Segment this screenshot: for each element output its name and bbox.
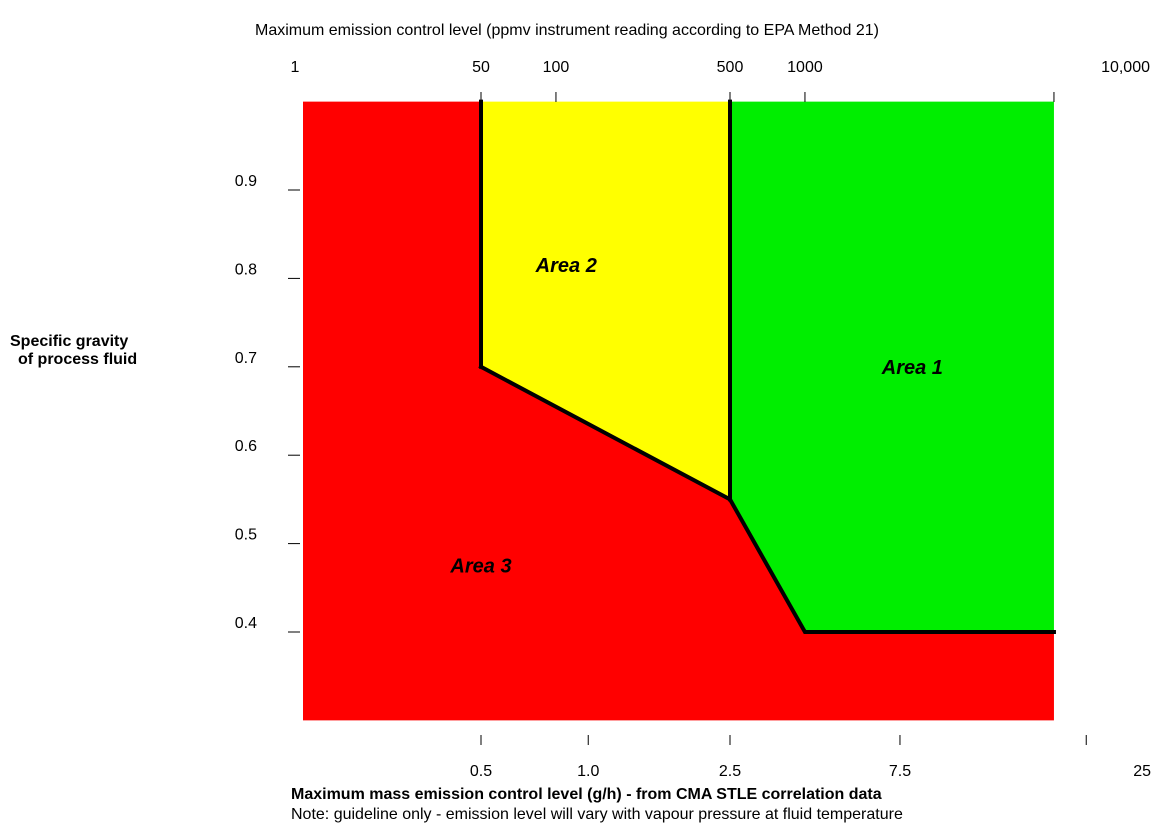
top-tick-label-500: 500 [717,59,744,76]
y-axis-title: Specific gravity of process fluid [10,333,137,369]
y-tick-label-0.9: 0.9 [235,173,257,190]
y-tick-label-0.6: 0.6 [235,438,257,455]
y-axis-title-line-1: Specific gravity [10,333,129,350]
top-tick-label-1000: 1000 [787,59,823,76]
top-tick-label-50: 50 [472,59,490,76]
top-tick-label-100: 100 [543,59,570,76]
bottom-tick-label-2.5: 2.5 [719,763,741,780]
area-3-label: Area 3 [449,556,511,578]
y-tick-label-0.5: 0.5 [235,527,257,544]
y-tick-label-0.8: 0.8 [235,261,257,278]
area-3-region [303,101,1054,721]
area3-upper-boundary [478,364,1056,634]
area-1-region [730,101,1054,633]
bottom-tick-label-7.5: 7.5 [889,763,911,780]
top-axis-title: Maximum emission control level (ppmv ins… [255,22,879,39]
bottom-tick-label-1: 1.0 [577,763,599,780]
y-axis-title-line-2: of process fluid [18,351,138,368]
y-tick-label-0.7: 0.7 [235,350,257,367]
area-1-label: Area 1 [881,357,943,379]
bottom-tick-label-25: 25 [1133,763,1151,780]
top-tick-label-10000: 10,000 [1101,59,1150,76]
x-axis-title: Maximum mass emission control level (g/h… [291,786,882,803]
chart-note: Note: guideline only - emission level wi… [291,806,903,823]
area-2-label: Area 2 [535,255,597,277]
y-tick-label-0.4: 0.4 [235,615,257,632]
bottom-tick-label-0.5: 0.5 [470,763,492,780]
top-tick-label-1: 1 [291,59,300,76]
